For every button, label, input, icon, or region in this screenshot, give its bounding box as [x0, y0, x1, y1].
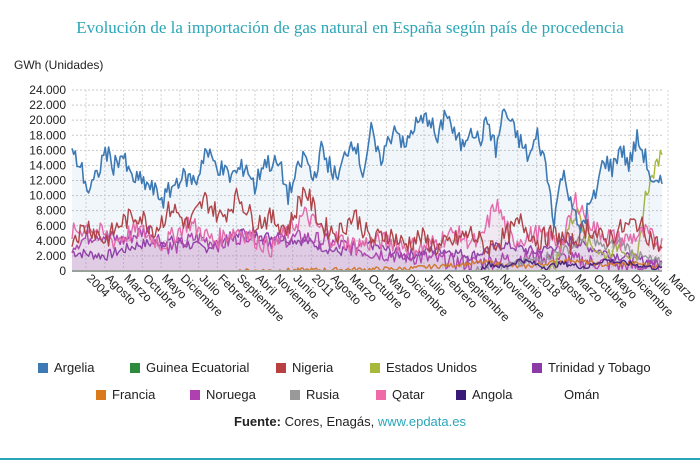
y-tick-label: 10.000 [29, 189, 66, 203]
legend-label-angola: Angola [472, 387, 513, 402]
legend-swatch-qatar [376, 390, 386, 400]
legend-label-nigeria: Nigeria [292, 360, 334, 375]
legend-item-guinea-ecuatorial[interactable]: Guinea Ecuatorial [130, 360, 249, 375]
legend-label-qatar: Qatar [392, 387, 425, 402]
y-tick-label: 4.000 [36, 234, 66, 248]
y-tick-label: 12.000 [29, 174, 66, 188]
legend-swatch-estados-unidos [370, 363, 380, 373]
legend-item-estados-unidos[interactable]: Estados Unidos [370, 360, 477, 375]
source-link[interactable]: www.epdata.es [377, 414, 466, 429]
series-area-noruega [72, 226, 662, 271]
series-line-argelia [71, 108, 663, 234]
x-tick-labels: 2004AgostoMarzoOctubreMayoDiciembreJulio… [84, 271, 700, 325]
legend-label-francia: Francia [112, 387, 156, 402]
legend-label-oman: Omán [564, 387, 600, 402]
y-tick-label: 16.000 [29, 143, 66, 157]
chart-title: Evolución de la importación de gas natur… [76, 18, 624, 37]
y-tick-label: 20.000 [29, 113, 66, 127]
y-tick-label: 22.000 [29, 98, 66, 112]
legend-item-nigeria[interactable]: Nigeria [276, 360, 333, 375]
series-area-qatar [72, 192, 662, 271]
series-line-noruega [71, 225, 662, 272]
legend-item-francia[interactable]: Francia [96, 387, 155, 402]
y-tick-label: 2.000 [36, 249, 66, 263]
legend-label-rusia: Rusia [306, 387, 340, 402]
series-area-argelia [72, 109, 662, 271]
y-tick-label: 18.000 [29, 128, 66, 142]
y-axis-label: GWh (Unidades) [14, 58, 104, 72]
legend-item-noruega[interactable]: Noruega [190, 387, 256, 402]
legend-swatch-rusia [290, 390, 300, 400]
legend-swatch-oman [548, 390, 558, 400]
legend-swatch-angola [456, 390, 466, 400]
source-text: Cores, Enagás, [284, 414, 375, 429]
legend-item-angola[interactable]: Angola [456, 387, 512, 402]
legend-swatch-noruega [190, 390, 200, 400]
y-tick-labels: 02.0004.0006.0008.00010.00012.00014.0001… [29, 83, 66, 278]
legend-item-rusia[interactable]: Rusia [290, 387, 339, 402]
y-tick-label: 24.000 [29, 83, 66, 97]
legend-item-oman[interactable]: Omán [548, 387, 599, 402]
legend-label-estados-unidos: Estados Unidos [386, 360, 478, 375]
legend-label-noruega: Noruega [206, 387, 256, 402]
legend-item-trinidad-y-tobago[interactable]: Trinidad y Tobago [532, 360, 651, 375]
legend-swatch-nigeria [276, 363, 286, 373]
legend-label-guinea-ecuatorial: Guinea Ecuatorial [146, 360, 250, 375]
legend-swatch-argelia [38, 363, 48, 373]
legend-swatch-guinea-ecuatorial [130, 363, 140, 373]
y-tick-label: 14.000 [29, 158, 66, 172]
series-line-nigeria [71, 186, 663, 257]
y-tick-label: 8.000 [36, 204, 66, 218]
bottom-divider [0, 458, 700, 460]
legend-label-trinidad-y-tobago: Trinidad y Tobago [548, 360, 651, 375]
legend-item-argelia[interactable]: Argelia [38, 360, 94, 375]
source-line: Fuente: Cores, Enagás, www.epdata.es [0, 414, 700, 429]
legend-label-argelia: Argelia [54, 360, 95, 375]
y-tick-label: 6.000 [36, 219, 66, 233]
legend-swatch-trinidad-y-tobago [532, 363, 542, 373]
legend-item-qatar[interactable]: Qatar [376, 387, 425, 402]
legend-swatch-francia [96, 390, 106, 400]
y-tick-label: 0 [59, 264, 66, 278]
series-lines [71, 108, 663, 272]
series-line-qatar [71, 192, 663, 258]
source-label: Fuente: [234, 414, 281, 429]
